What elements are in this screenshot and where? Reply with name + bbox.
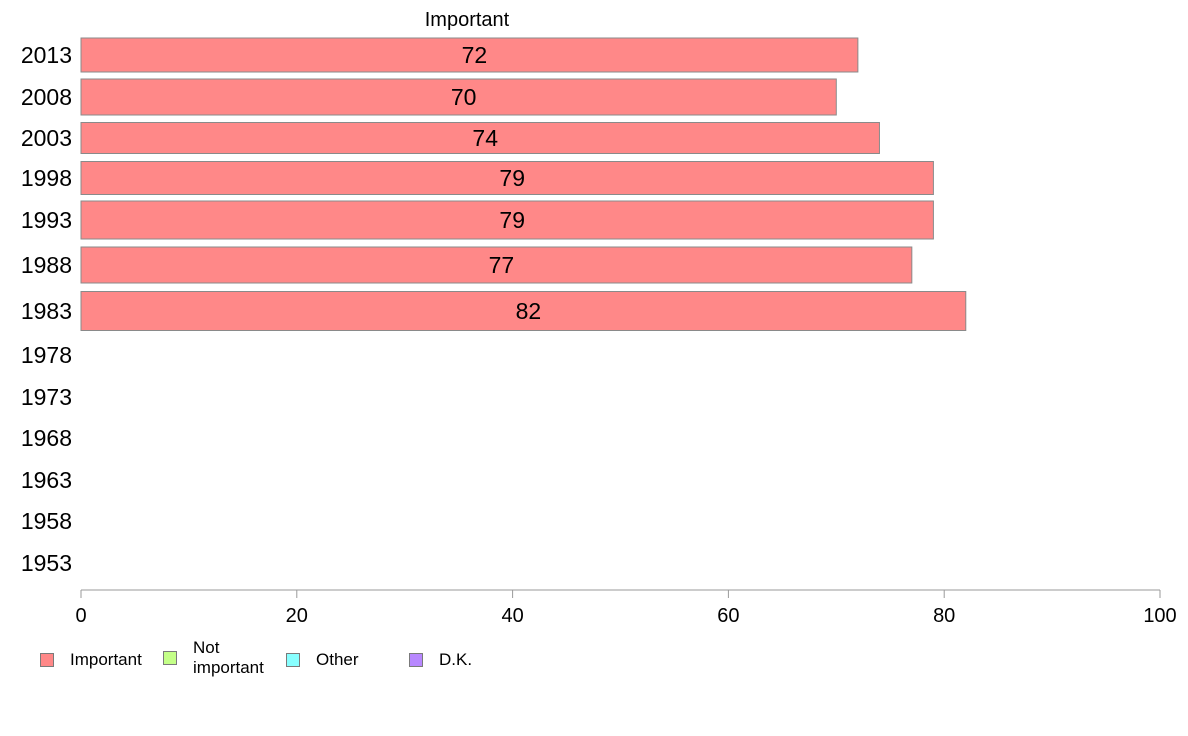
category-label: 2003 — [21, 125, 72, 151]
legend-item-dk: D.K. — [409, 650, 472, 670]
category-label: 2008 — [21, 84, 72, 110]
category-label: 2013 — [21, 42, 72, 68]
category-label: 1978 — [21, 342, 72, 368]
category-label: 1983 — [21, 298, 72, 324]
bar-value-label: 82 — [516, 298, 542, 324]
category-label: 1958 — [21, 508, 72, 534]
bar-value-label: 72 — [462, 42, 488, 68]
category-labels-group: 2013 2008 2003 1998 1993 1988 1983 1978 1973 1968… — [21, 42, 72, 576]
x-tick-label: 0 — [75, 605, 86, 627]
x-tick-label: 80 — [933, 605, 955, 627]
category-label: 1998 — [21, 165, 72, 191]
category-label: 1993 — [21, 207, 72, 233]
x-ticks-group: 0 20 40 60 80 100 — [75, 590, 1177, 627]
x-tick-label: 20 — [286, 605, 308, 627]
bar-value-label: 74 — [472, 125, 498, 151]
category-label: 1973 — [21, 384, 72, 410]
bar-value-label: 77 — [489, 252, 515, 278]
legend-label-not-important-line2: important — [193, 658, 264, 677]
category-label: 1953 — [21, 550, 72, 576]
x-tick-label: 60 — [717, 605, 739, 627]
bar — [80, 78, 837, 116]
legend-swatch-other — [286, 653, 300, 667]
legend: Important Not important Other D.K. — [0, 638, 1188, 688]
legend-swatch-dk — [409, 653, 423, 667]
x-tick-label: 100 — [1143, 605, 1176, 627]
bar — [80, 246, 913, 284]
legend-label-dk: D.K. — [439, 650, 473, 669]
x-tick-label: 40 — [501, 605, 523, 627]
legend-label-important: Important — [70, 650, 142, 669]
bar — [80, 37, 859, 73]
bar-value-label: 79 — [499, 165, 525, 191]
legend-item-not-important: Not important — [163, 638, 264, 678]
bars-group — [80, 37, 967, 331]
category-label: 1963 — [21, 467, 72, 493]
bar — [80, 122, 880, 154]
chart-title: Important — [425, 9, 510, 31]
category-label: 1968 — [21, 425, 72, 451]
legend-label-not-important: Not important — [193, 638, 264, 678]
bar-value-label: 79 — [499, 207, 525, 233]
legend-item-important: Important — [40, 650, 142, 670]
category-label: 1988 — [21, 252, 72, 278]
legend-item-other: Other — [286, 650, 359, 670]
legend-label-other: Other — [316, 650, 359, 669]
bar — [80, 161, 934, 195]
bar-value-label: 70 — [451, 84, 477, 110]
legend-swatch-important — [40, 653, 54, 667]
bar — [80, 200, 934, 240]
legend-swatch-not-important — [163, 651, 177, 665]
legend-label-not-important-line1: Not — [193, 638, 220, 657]
bar — [80, 291, 967, 331]
